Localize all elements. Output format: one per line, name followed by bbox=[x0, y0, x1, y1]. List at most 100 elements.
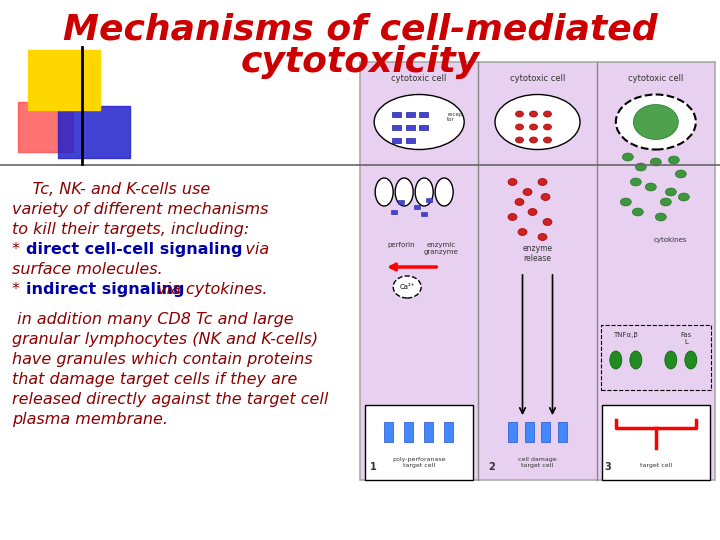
Text: Fas
L: Fas L bbox=[680, 332, 691, 345]
Text: *: * bbox=[12, 242, 25, 257]
Text: *: * bbox=[12, 282, 25, 297]
Text: enzyme
release: enzyme release bbox=[523, 244, 552, 264]
Text: 3: 3 bbox=[605, 462, 611, 472]
Ellipse shape bbox=[515, 199, 524, 206]
Text: cytotoxicity: cytotoxicity bbox=[240, 45, 480, 79]
Ellipse shape bbox=[529, 111, 538, 117]
Ellipse shape bbox=[495, 94, 580, 150]
Ellipse shape bbox=[543, 219, 552, 226]
Ellipse shape bbox=[685, 351, 697, 369]
Text: direct cell-cell signaling: direct cell-cell signaling bbox=[26, 242, 243, 257]
Text: have granules which contain proteins: have granules which contain proteins bbox=[12, 352, 312, 367]
Ellipse shape bbox=[544, 111, 552, 117]
Text: Mechanisms of cell-mediated: Mechanisms of cell-mediated bbox=[63, 13, 657, 47]
Bar bbox=[406, 125, 415, 130]
Text: to kill their targets, including:: to kill their targets, including: bbox=[12, 222, 249, 237]
Ellipse shape bbox=[630, 351, 642, 369]
Text: Ca²⁺: Ca²⁺ bbox=[400, 284, 415, 290]
Text: 1: 1 bbox=[370, 462, 377, 472]
Text: TNFα,β: TNFα,β bbox=[613, 332, 638, 338]
Bar bbox=[508, 422, 516, 442]
Text: variety of different mechanisms: variety of different mechanisms bbox=[12, 202, 269, 217]
Bar bbox=[406, 138, 415, 143]
Ellipse shape bbox=[516, 124, 523, 130]
Ellipse shape bbox=[632, 208, 644, 216]
Text: indirect signaling: indirect signaling bbox=[26, 282, 184, 297]
Ellipse shape bbox=[678, 193, 689, 201]
Ellipse shape bbox=[622, 153, 634, 161]
Ellipse shape bbox=[508, 213, 517, 220]
Text: cytokines: cytokines bbox=[654, 237, 688, 243]
Ellipse shape bbox=[395, 178, 413, 206]
Ellipse shape bbox=[665, 351, 677, 369]
Text: Tc, NK- and K-cells use: Tc, NK- and K-cells use bbox=[12, 182, 210, 197]
Ellipse shape bbox=[668, 156, 680, 164]
Ellipse shape bbox=[374, 94, 464, 150]
Ellipse shape bbox=[516, 137, 523, 143]
Text: in addition many CD8 Tc and large: in addition many CD8 Tc and large bbox=[12, 312, 294, 327]
Bar bbox=[398, 200, 404, 204]
Ellipse shape bbox=[635, 163, 647, 171]
Ellipse shape bbox=[610, 351, 622, 369]
Ellipse shape bbox=[538, 179, 547, 186]
Text: cytotoxic cell: cytotoxic cell bbox=[628, 74, 683, 83]
Text: via cytokines.: via cytokines. bbox=[152, 282, 268, 297]
Bar bbox=[602, 405, 710, 480]
Ellipse shape bbox=[518, 228, 527, 235]
Ellipse shape bbox=[655, 213, 666, 221]
Bar bbox=[392, 112, 401, 117]
Text: 2: 2 bbox=[488, 462, 495, 472]
Text: cell damage
target cell: cell damage target cell bbox=[518, 457, 557, 468]
Ellipse shape bbox=[529, 124, 538, 130]
Bar bbox=[424, 422, 433, 442]
Ellipse shape bbox=[528, 208, 537, 215]
Bar bbox=[419, 112, 428, 117]
Ellipse shape bbox=[544, 137, 552, 143]
Ellipse shape bbox=[529, 137, 538, 143]
Bar bbox=[419, 125, 428, 130]
Ellipse shape bbox=[375, 178, 393, 206]
Bar bbox=[600, 325, 711, 390]
Ellipse shape bbox=[523, 188, 532, 195]
Bar bbox=[58, 106, 130, 158]
Ellipse shape bbox=[616, 94, 696, 150]
Bar bbox=[421, 212, 427, 216]
Text: cytotoxic cell: cytotoxic cell bbox=[392, 74, 447, 83]
Bar bbox=[524, 422, 534, 442]
Text: poly-perforanase
target cell: poly-perforanase target cell bbox=[392, 457, 446, 468]
Ellipse shape bbox=[621, 198, 631, 206]
Ellipse shape bbox=[665, 188, 676, 196]
Ellipse shape bbox=[645, 183, 657, 191]
Ellipse shape bbox=[393, 276, 421, 298]
Ellipse shape bbox=[435, 178, 453, 206]
Bar bbox=[392, 125, 401, 130]
Bar bbox=[406, 112, 415, 117]
Bar bbox=[384, 422, 393, 442]
Bar bbox=[541, 422, 549, 442]
Bar bbox=[414, 205, 420, 209]
Ellipse shape bbox=[660, 198, 671, 206]
Bar bbox=[391, 210, 397, 214]
Text: plasma membrane.: plasma membrane. bbox=[12, 412, 168, 427]
Ellipse shape bbox=[675, 170, 686, 178]
Bar bbox=[444, 422, 453, 442]
Text: released directly against the target cell: released directly against the target cel… bbox=[12, 392, 328, 407]
Bar bbox=[557, 422, 567, 442]
Bar bbox=[404, 422, 413, 442]
Ellipse shape bbox=[541, 193, 550, 200]
Bar bbox=[426, 198, 432, 202]
Text: enzymic
granzyme: enzymic granzyme bbox=[424, 242, 459, 255]
Text: target cell: target cell bbox=[640, 463, 672, 468]
Bar bbox=[360, 62, 715, 480]
Ellipse shape bbox=[415, 178, 433, 206]
Ellipse shape bbox=[508, 179, 517, 186]
Text: that damage target cells if they are: that damage target cells if they are bbox=[12, 372, 297, 387]
Text: perforin: perforin bbox=[387, 242, 415, 248]
Text: surface molecules.: surface molecules. bbox=[12, 262, 163, 277]
Ellipse shape bbox=[516, 111, 523, 117]
Ellipse shape bbox=[538, 233, 547, 240]
Ellipse shape bbox=[634, 105, 678, 139]
Bar bbox=[365, 405, 473, 480]
Text: granular lymphocytes (NK and K-cells): granular lymphocytes (NK and K-cells) bbox=[12, 332, 318, 347]
Text: recep
tor: recep tor bbox=[447, 112, 462, 123]
